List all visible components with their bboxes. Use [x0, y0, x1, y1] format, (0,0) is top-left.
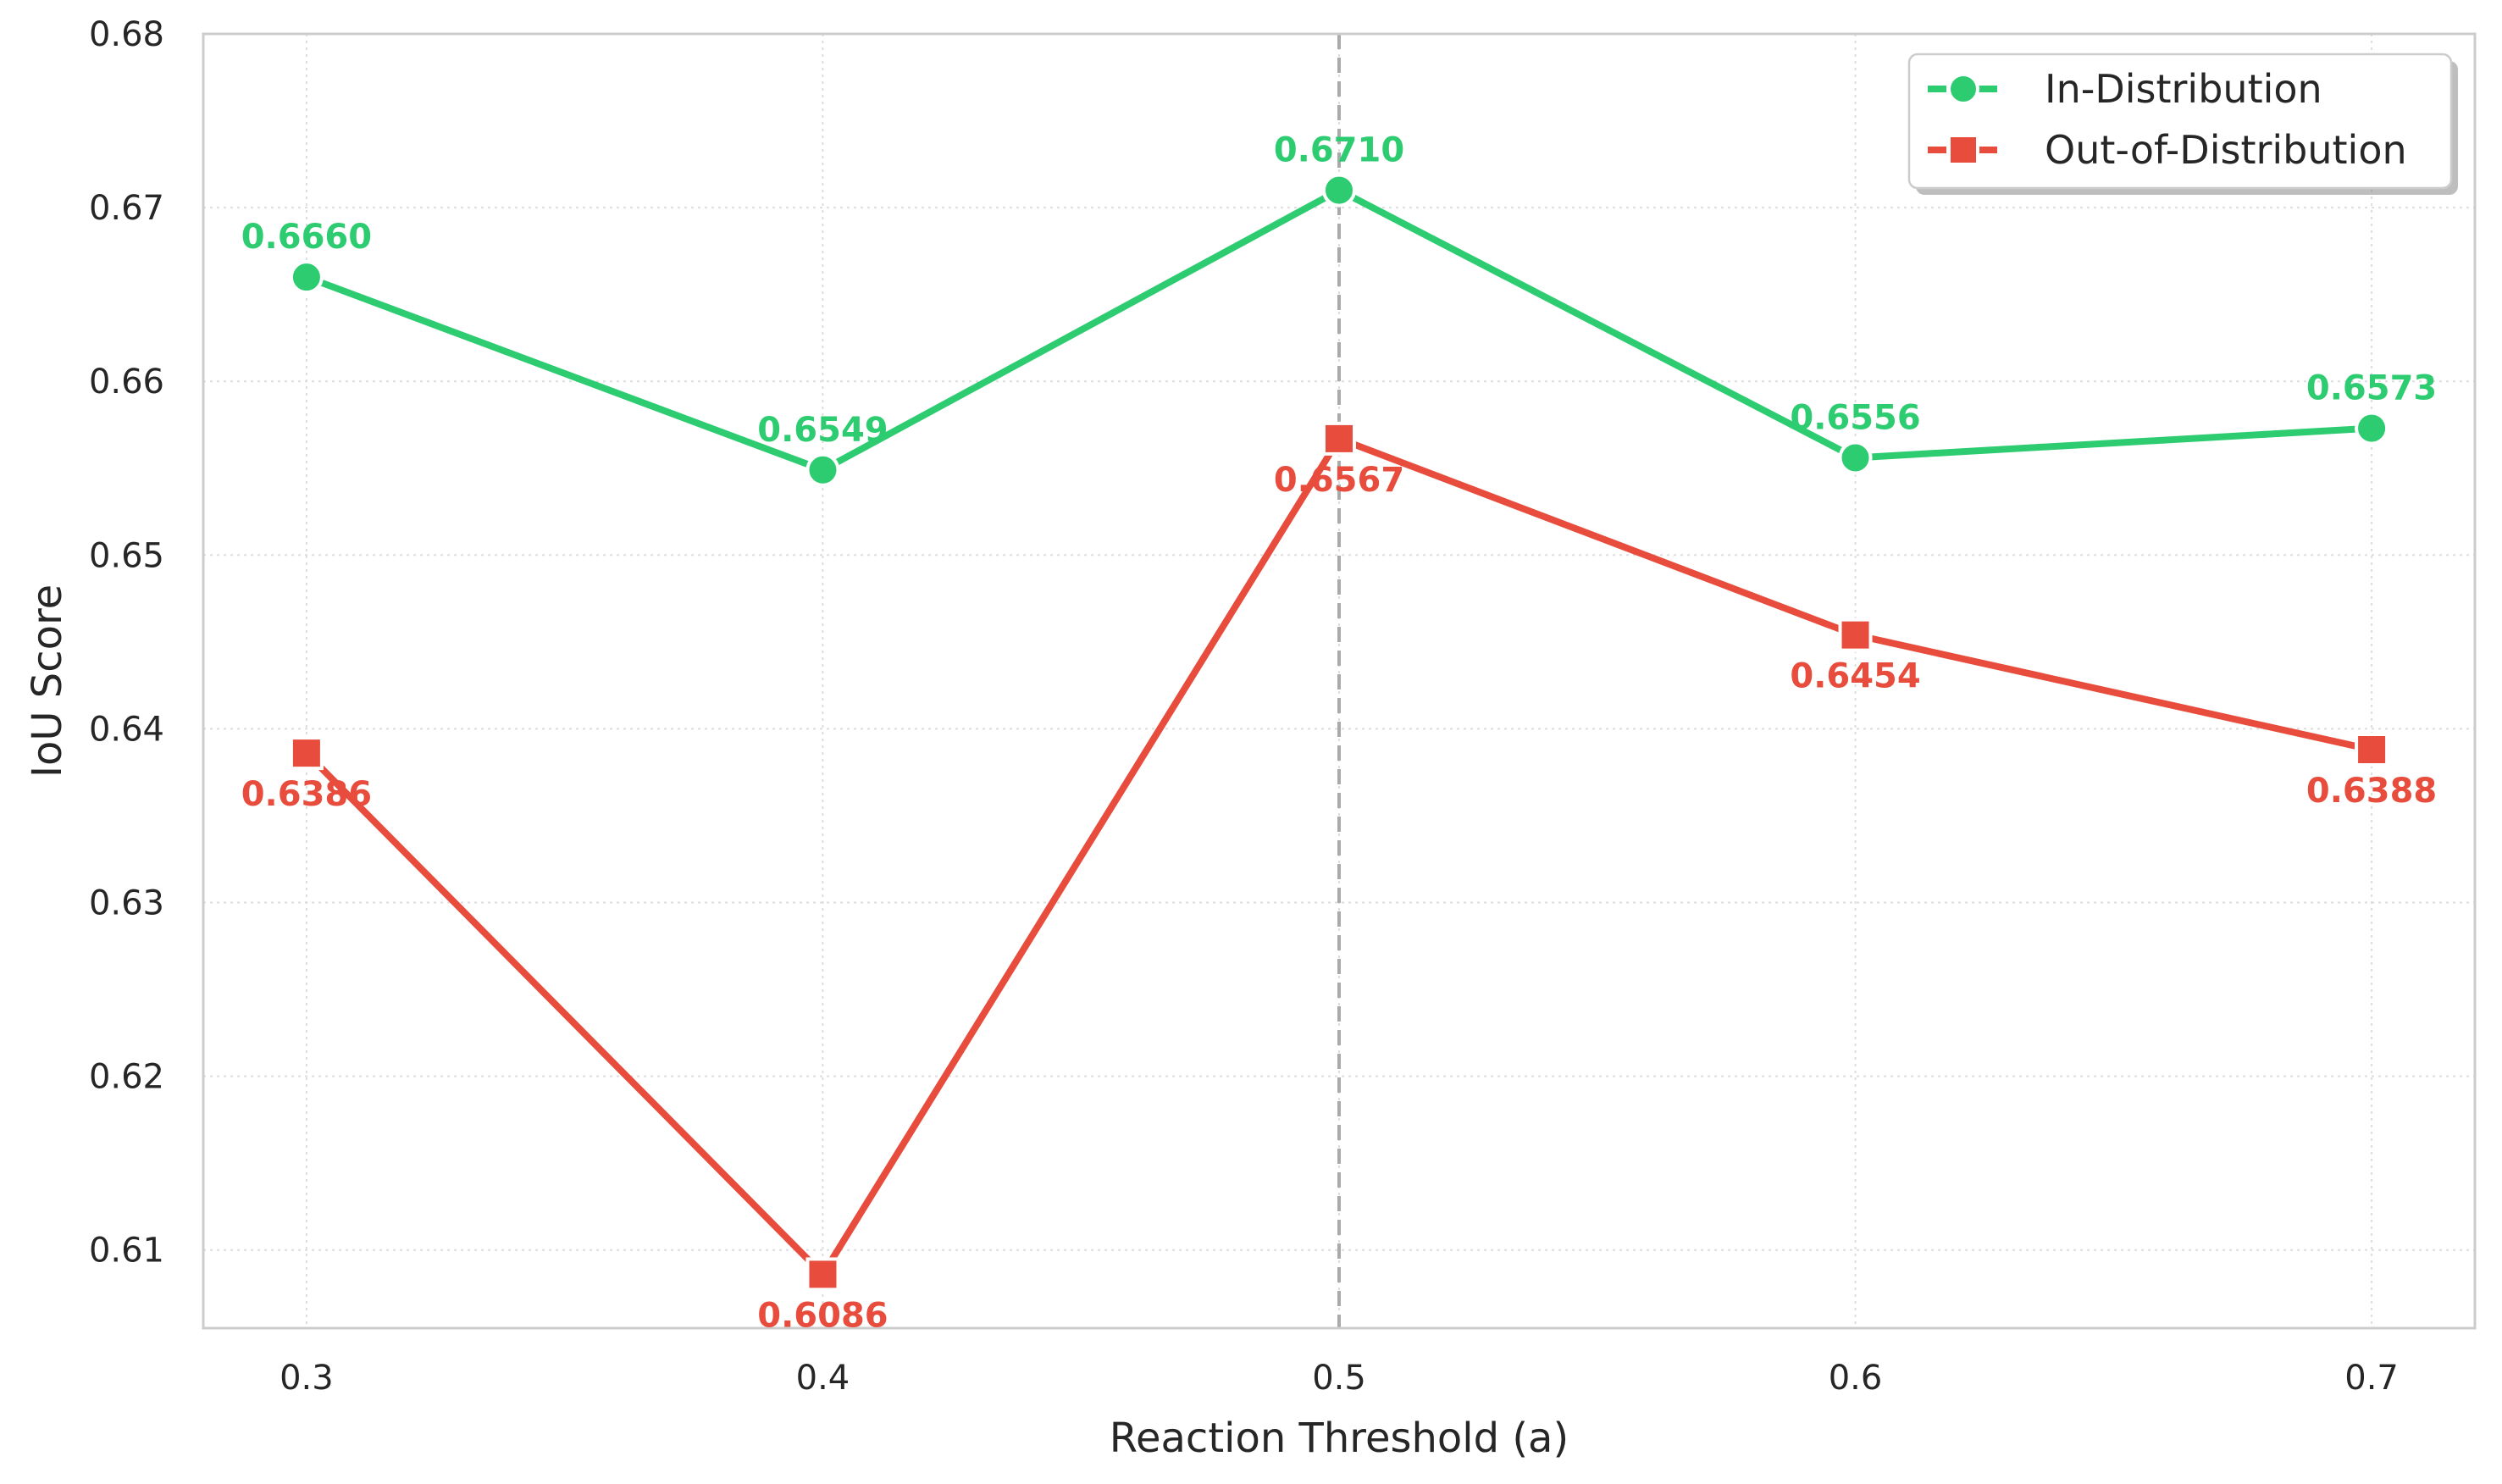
legend: In-Distribution Out-of-Distribution [1907, 53, 2458, 195]
data-point-out-of-distribution [2355, 733, 2389, 767]
data-point-out-of-distribution [1838, 617, 1873, 652]
x-tick-label: 0.7 [2344, 1359, 2399, 1398]
legend-box [1907, 53, 2453, 190]
series-group [289, 173, 2389, 1292]
y-tick-label: 0.61 [89, 1232, 164, 1271]
data-point-out-of-distribution [289, 736, 324, 771]
data-label-in-distribution: 0.6556 [1790, 398, 1920, 437]
y-tick-label: 0.66 [89, 363, 164, 401]
plot-frame [202, 32, 2477, 1330]
y-tick-label: 0.65 [89, 536, 164, 575]
data-point-in-distribution [2355, 411, 2389, 446]
y-tick-label: 0.68 [89, 15, 164, 54]
tick-labels-group: 0.61 0.62 0.63 0.64 0.65 0.66 0.67 0.68 0.3 0.4 0.… [89, 15, 2399, 1398]
data-labels-group: 0.6660 0.6549 0.6710 0.6556 0.6573 0.6386 0.60… [241, 131, 2438, 1336]
data-point-in-distribution [1322, 173, 1356, 208]
y-tick-label: 0.67 [89, 189, 164, 228]
data-label-out-of-distribution: 0.6454 [1790, 657, 1920, 696]
data-label-out-of-distribution: 0.6086 [757, 1296, 888, 1335]
data-label-in-distribution: 0.6549 [757, 411, 888, 450]
data-point-in-distribution [289, 260, 324, 295]
data-point-out-of-distribution [805, 1257, 840, 1292]
x-tick-label: 0.5 [1312, 1359, 1366, 1398]
y-tick-label: 0.64 [89, 710, 164, 749]
data-point-in-distribution [805, 452, 840, 487]
legend-marker-out-of-distribution [1947, 134, 1979, 166]
x-axis-label: Reaction Threshold (a) [1110, 1415, 1569, 1462]
x-tick-label: 0.4 [796, 1359, 850, 1398]
data-label-in-distribution: 0.6573 [2306, 369, 2437, 408]
data-point-in-distribution [1838, 440, 1873, 475]
data-label-in-distribution: 0.6660 [241, 218, 372, 257]
data-label-out-of-distribution: 0.6388 [2306, 772, 2437, 811]
x-tick-label: 0.3 [280, 1359, 334, 1398]
legend-label-out-of-distribution: Out-of-Distribution [2045, 127, 2407, 173]
legend-label-in-distribution: In-Distribution [2045, 66, 2322, 112]
y-tick-label: 0.62 [89, 1058, 164, 1097]
data-label-out-of-distribution: 0.6386 [241, 775, 372, 814]
data-label-out-of-distribution: 0.6567 [1274, 461, 1404, 500]
legend-marker-in-distribution [1947, 73, 1979, 105]
data-point-out-of-distribution [1322, 421, 1356, 456]
data-label-in-distribution: 0.6710 [1274, 131, 1404, 170]
y-axis-label: IoU Score [24, 584, 71, 778]
x-tick-label: 0.6 [1829, 1359, 1883, 1398]
y-tick-label: 0.63 [89, 884, 164, 923]
